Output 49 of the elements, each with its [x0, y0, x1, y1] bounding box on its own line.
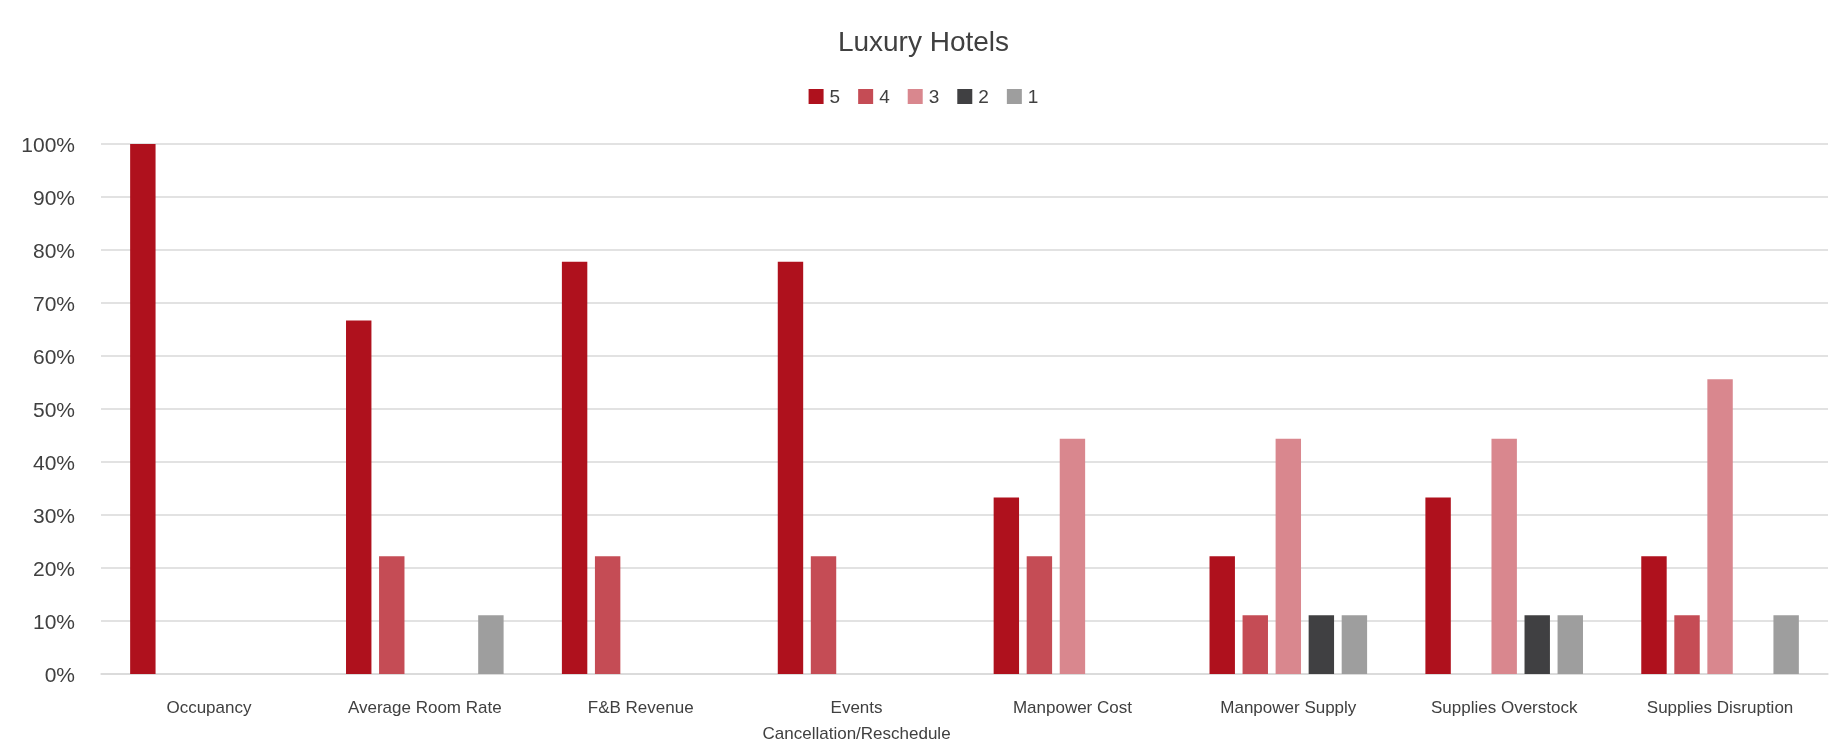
x-tick-label: Manpower Cost: [1012, 697, 1133, 717]
bar: [1674, 615, 1700, 674]
y-tick-label: 60%: [32, 344, 75, 368]
x-tick-label: Supplies Disruption: [1646, 697, 1794, 717]
y-tick-label: 70%: [32, 291, 75, 315]
bar: [130, 144, 156, 674]
y-tick-label: 100%: [21, 132, 75, 156]
bar: [1059, 438, 1086, 674]
legend-label: 5: [829, 86, 841, 107]
y-tick-label: 40%: [32, 450, 75, 474]
bar: [379, 556, 405, 674]
bar: [1308, 615, 1335, 674]
bar: [777, 261, 804, 674]
x-tick-label: Average Room Rate: [347, 697, 502, 717]
legend-label: 1: [1027, 86, 1039, 107]
bar: [1524, 615, 1550, 674]
bar: [1773, 615, 1799, 674]
bar: [1275, 438, 1302, 674]
bar: [1425, 497, 1451, 674]
bar: [1242, 615, 1268, 674]
x-tick-label: Occupancy: [166, 697, 252, 717]
bar: [993, 497, 1020, 674]
bar: [346, 320, 372, 674]
chart-title: Luxury Hotels: [837, 25, 1010, 57]
bar: [478, 615, 504, 674]
y-tick-label: 80%: [32, 238, 75, 262]
bar: [810, 556, 837, 674]
bar: [594, 556, 621, 674]
legend-label: 3: [928, 86, 940, 107]
x-tick-label: Events Cancellation/Reschedule: [762, 697, 951, 743]
bar: [1557, 615, 1583, 674]
bar: [1341, 615, 1368, 674]
y-tick-label: 30%: [32, 503, 75, 527]
x-tick-label: Supplies Overstock: [1430, 697, 1578, 717]
legend-label: 4: [879, 86, 891, 107]
y-tick-label: 50%: [32, 397, 75, 421]
bar: [1707, 379, 1733, 674]
bar: [1491, 438, 1517, 674]
y-tick-label: 90%: [32, 185, 75, 209]
x-tick-label: Manpower Supply: [1220, 697, 1357, 717]
legend-label: 2: [978, 86, 989, 107]
y-tick-label: 0%: [44, 662, 75, 686]
bar: [1026, 556, 1053, 674]
bar: [1209, 556, 1235, 674]
bar: [561, 261, 588, 674]
y-tick-label: 20%: [32, 556, 75, 580]
y-tick-label: 10%: [32, 609, 75, 633]
x-tick-label: F&B Revenue: [587, 697, 694, 717]
bar: [1641, 556, 1667, 674]
